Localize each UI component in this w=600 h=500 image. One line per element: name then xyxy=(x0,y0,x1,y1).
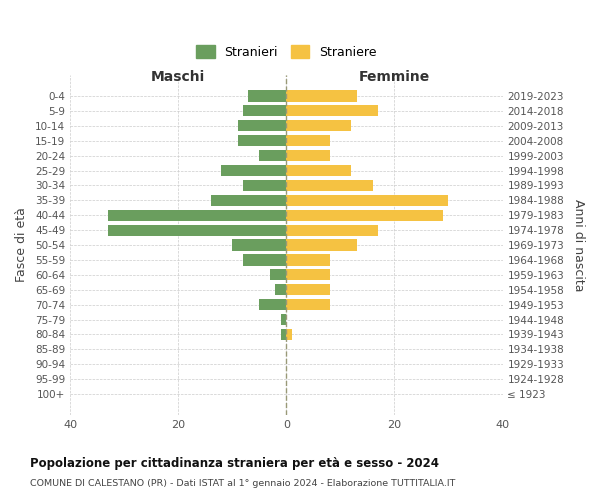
Bar xyxy=(286,240,356,250)
Bar xyxy=(243,106,286,117)
Bar xyxy=(286,180,373,191)
Bar xyxy=(286,165,351,176)
Bar xyxy=(286,254,329,266)
Text: Popolazione per cittadinanza straniera per età e sesso - 2024: Popolazione per cittadinanza straniera p… xyxy=(30,458,439,470)
Bar xyxy=(108,224,286,235)
Bar xyxy=(286,284,329,296)
Bar xyxy=(259,150,286,161)
Bar xyxy=(286,224,378,235)
Bar xyxy=(286,270,329,280)
Bar xyxy=(286,299,329,310)
Bar xyxy=(232,240,286,250)
Bar xyxy=(238,120,286,132)
Bar xyxy=(221,165,286,176)
Bar xyxy=(286,194,448,206)
Bar xyxy=(243,254,286,266)
Bar xyxy=(211,194,286,206)
Y-axis label: Fasce di età: Fasce di età xyxy=(15,208,28,282)
Bar xyxy=(281,329,286,340)
Bar xyxy=(286,90,356,102)
Bar xyxy=(281,314,286,325)
Bar xyxy=(286,210,443,221)
Bar xyxy=(108,210,286,221)
Bar xyxy=(243,180,286,191)
Bar xyxy=(286,150,329,161)
Bar xyxy=(286,120,351,132)
Text: COMUNE DI CALESTANO (PR) - Dati ISTAT al 1° gennaio 2024 - Elaborazione TUTTITAL: COMUNE DI CALESTANO (PR) - Dati ISTAT al… xyxy=(30,479,455,488)
Bar xyxy=(248,90,286,102)
Text: Maschi: Maschi xyxy=(151,70,205,84)
Bar xyxy=(286,135,329,146)
Bar xyxy=(270,270,286,280)
Bar xyxy=(286,106,378,117)
Legend: Stranieri, Straniere: Stranieri, Straniere xyxy=(191,40,382,64)
Text: Femmine: Femmine xyxy=(359,70,430,84)
Bar xyxy=(286,329,292,340)
Y-axis label: Anni di nascita: Anni di nascita xyxy=(572,199,585,292)
Bar xyxy=(238,135,286,146)
Bar xyxy=(259,299,286,310)
Bar xyxy=(275,284,286,296)
